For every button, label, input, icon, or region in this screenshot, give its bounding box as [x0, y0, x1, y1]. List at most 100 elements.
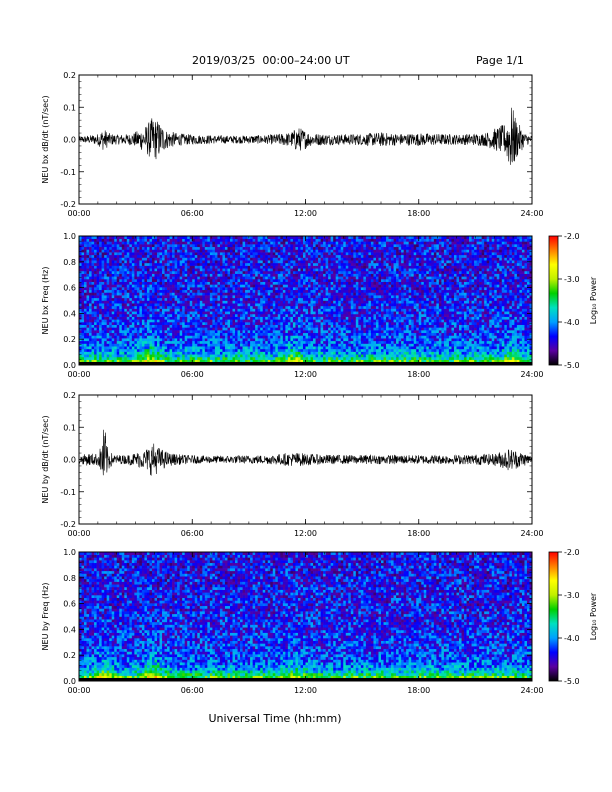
spectrogram-cell: [214, 324, 218, 328]
spectrogram-cell: [308, 303, 311, 307]
spectrogram-cell: [94, 305, 97, 309]
spectrogram-cell: [136, 297, 140, 301]
spectrogram-cell: [106, 308, 110, 312]
spectrogram-cell: [320, 270, 324, 274]
spectrogram-cell: [126, 338, 130, 342]
spectrogram-cell: [267, 252, 271, 256]
spectrogram-cell: [202, 319, 206, 323]
spectrogram-cell: [144, 238, 148, 242]
spectrogram-cell: [219, 359, 223, 363]
spectrogram-cell: [230, 238, 233, 242]
spectrogram-cell: [114, 335, 118, 339]
spectrogram-cell: [164, 359, 168, 363]
spectrogram-cell: [300, 319, 304, 323]
spectrogram-cell: [267, 338, 271, 342]
spectrogram-cell: [119, 305, 123, 309]
spectrogram-cell: [136, 268, 140, 272]
spectrogram-cell: [237, 268, 241, 272]
spectrogram-cell: [308, 346, 311, 350]
spectrogram-cell: [308, 356, 311, 360]
spectrogram-cell: [86, 308, 90, 312]
spectrogram-cell: [257, 335, 261, 339]
spectrogram-cell: [328, 319, 331, 323]
spectrogram-cell: [292, 300, 296, 304]
spectrogram-cell: [81, 279, 85, 282]
spectrogram-cell: [300, 359, 304, 363]
spectrogram-cell: [230, 292, 233, 296]
spectrogram-cell: [237, 327, 241, 331]
spectrogram-cell: [252, 303, 256, 307]
spectrogram-cell: [330, 348, 334, 352]
spectrogram-cell: [144, 289, 148, 293]
spectrogram-cell: [109, 260, 113, 264]
spectrogram-cell: [323, 268, 326, 272]
spectrogram-cell: [124, 313, 128, 317]
spectrogram-cell: [202, 303, 206, 307]
spectrogram-cell: [154, 281, 158, 285]
spectrogram-cell: [141, 281, 145, 285]
spectrogram-cell: [194, 330, 198, 334]
spectrogram-cell: [287, 292, 291, 296]
spectrogram-cell: [94, 236, 97, 239]
spectrogram-cell: [139, 249, 143, 253]
spectrogram-cell: [89, 297, 92, 301]
spectrogram-cell: [247, 359, 251, 363]
spectrogram-cell: [184, 351, 188, 355]
spectrogram-cell: [162, 284, 165, 288]
spectrogram-cell: [164, 346, 168, 350]
spectrogram-cell: [302, 311, 306, 315]
spectrogram-cell: [222, 273, 226, 277]
spectrogram-cell: [179, 297, 183, 301]
spectrogram-cell: [189, 351, 193, 355]
spectrogram-cell: [310, 284, 314, 288]
spectrogram-cell: [134, 292, 138, 296]
spectrogram-cell: [272, 322, 276, 325]
spectrogram-cell: [139, 279, 143, 282]
spectrogram-cell: [227, 241, 231, 245]
spectrogram-cell: [222, 284, 226, 288]
spectrogram-cell: [79, 270, 82, 274]
spectrogram-cell: [151, 319, 155, 323]
spectrogram-cell: [308, 348, 311, 352]
spectrogram-cell: [184, 292, 188, 296]
spectrogram-cell: [247, 305, 251, 309]
spectrogram-cell: [267, 287, 271, 291]
spectrogram-cell: [242, 246, 246, 250]
spectrogram-cell: [302, 332, 306, 336]
spectrogram-cell: [126, 287, 130, 291]
spectrogram-cell: [169, 313, 173, 317]
spectrogram-cell: [84, 268, 87, 272]
spectrogram-cell: [275, 289, 279, 293]
spectrogram-cell: [172, 305, 175, 309]
spectrogram-cell: [202, 252, 206, 256]
spectrogram-cell: [187, 262, 191, 266]
spectrogram-cell: [177, 335, 180, 339]
spectrogram-cell: [250, 340, 253, 344]
spectrogram-cell: [126, 268, 130, 272]
spectrogram-cell: [169, 276, 173, 280]
spectrogram-cell: [121, 338, 125, 342]
spectrogram-cell: [104, 338, 107, 342]
spectrogram-cell: [245, 252, 248, 256]
spectrogram-cell: [315, 300, 319, 304]
spectrogram-cell: [232, 273, 236, 277]
spectrogram-cell: [318, 308, 321, 312]
spectrogram-cell: [287, 241, 291, 245]
spectrogram-cell: [189, 273, 193, 277]
spectrogram-cell: [245, 297, 248, 301]
spectrogram-cell: [214, 305, 218, 309]
spectrogram-cell: [174, 273, 178, 277]
spectrogram-cell: [267, 236, 271, 239]
spectrogram-cell: [237, 279, 241, 282]
spectrogram-cell: [177, 252, 180, 256]
spectrogram-cell: [187, 311, 191, 315]
spectrogram-cell: [91, 257, 95, 261]
spectrogram-cell: [81, 305, 85, 309]
spectrogram-cell: [96, 254, 100, 258]
spectrogram-cell: [222, 249, 226, 253]
spectrogram-cell: [139, 273, 143, 277]
spectrogram-cell: [217, 311, 221, 315]
spectrogram-cell: [149, 340, 153, 344]
spectrogram-cell: [164, 244, 168, 248]
spectrogram-cell: [217, 354, 221, 358]
